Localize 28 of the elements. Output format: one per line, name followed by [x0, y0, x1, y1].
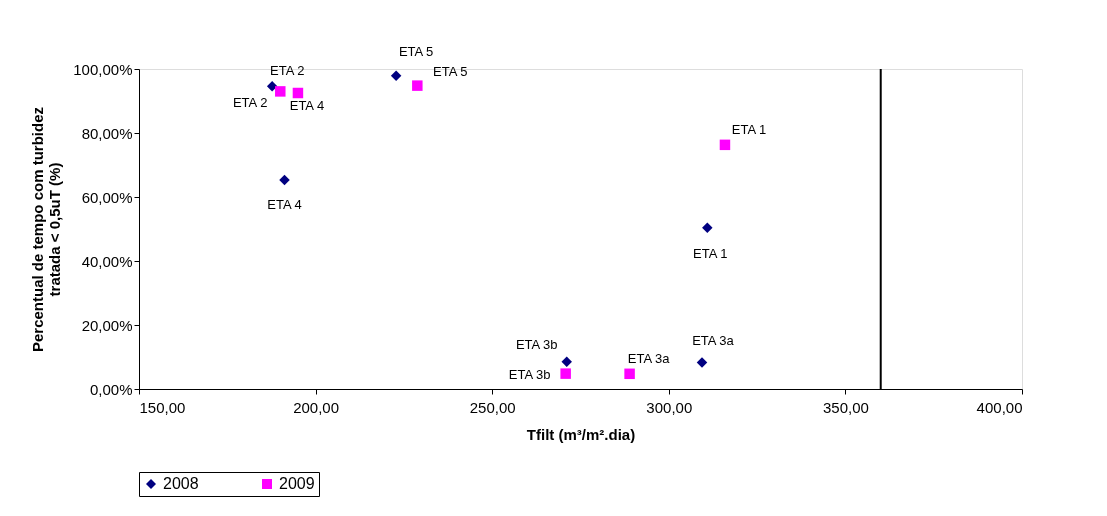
y-tick-label: 40,00%	[81, 252, 133, 270]
x-tick-label: 300,00	[646, 398, 693, 416]
legend-label: 2009	[279, 475, 315, 492]
x-tick-label: 350,00	[822, 398, 869, 416]
annotation: ETA 3b	[515, 336, 558, 352]
y-tick-label: 100,00%	[73, 60, 133, 78]
annotation: ETA 1	[693, 245, 728, 261]
y-tick-label: 60,00%	[81, 188, 133, 206]
x-tick-label: 200,00	[293, 398, 340, 416]
y-axis-title: Percentual de tempo com turbidez tratada < 0,5uT (%)	[29, 106, 64, 353]
y-tick-label: 20,00%	[81, 316, 133, 334]
annotation: ETA 5	[398, 43, 434, 59]
annotation: ETA 3a	[627, 350, 671, 366]
x-tick-label: 250,00	[469, 398, 516, 416]
y-tick-label: 80,00%	[81, 124, 133, 142]
annotation: ETA 3b	[508, 366, 551, 382]
x-axis-title: Tfilt (m³/m².dia)	[526, 425, 636, 443]
annotation: ETA 4	[267, 197, 302, 213]
legend-label: 2008	[163, 475, 199, 492]
y-tick-label: 0,00%	[89, 380, 133, 398]
annotation: ETA 2	[270, 63, 305, 79]
annotation: ETA 2	[232, 95, 268, 111]
annotation: ETA 1	[731, 121, 767, 137]
annotation: ETA 3a	[692, 333, 735, 349]
x-tick-label: 150,00	[139, 398, 186, 416]
x-tick-label: 400,00	[976, 398, 1023, 416]
annotation: ETA 4	[289, 98, 325, 113]
annotation: ETA 5	[433, 63, 468, 79]
